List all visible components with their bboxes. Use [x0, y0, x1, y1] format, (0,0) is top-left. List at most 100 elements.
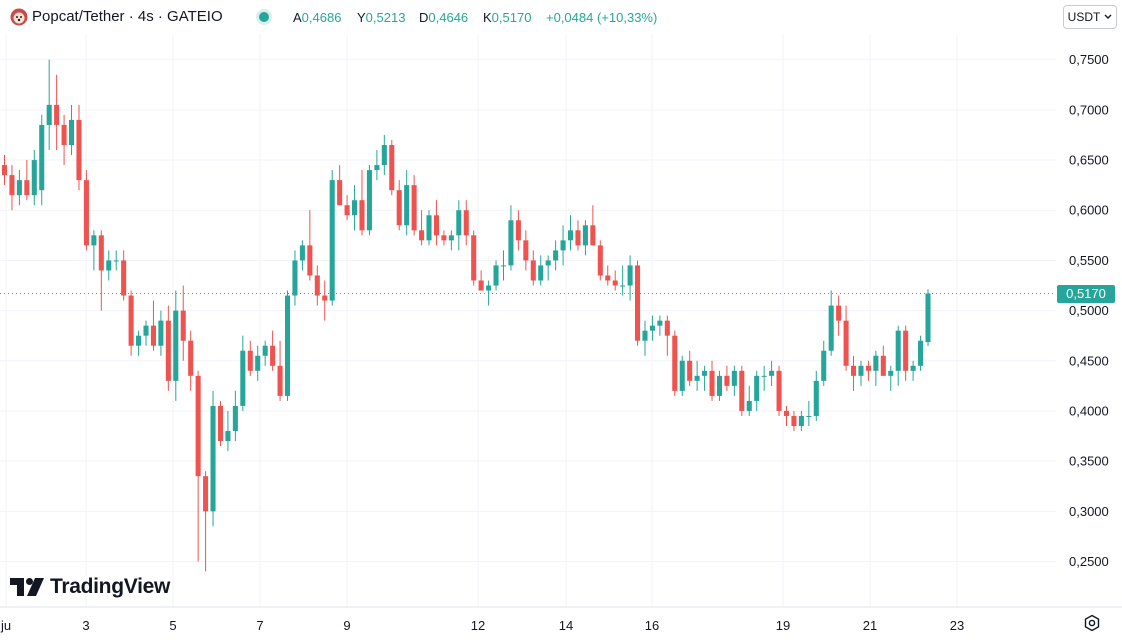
popcat-icon[interactable] [10, 8, 28, 26]
candle [150, 300, 156, 351]
ohlc-open-label: A [293, 10, 302, 25]
candle [314, 265, 320, 306]
candle [39, 114, 45, 206]
x-tick-label: 19 [776, 618, 790, 633]
candle-body [754, 375, 760, 401]
candle [500, 250, 507, 281]
candle-body [553, 250, 559, 261]
x-tick-label: 23 [950, 618, 964, 633]
candle-body [1, 165, 8, 176]
candle [493, 260, 499, 291]
y-tick-label: 0,5500 [1069, 253, 1109, 268]
candle-body [426, 215, 432, 241]
candle [68, 104, 75, 156]
candle-body [381, 145, 387, 166]
candle-body [277, 365, 283, 396]
candle-body [255, 355, 261, 371]
candle [910, 360, 916, 381]
market-status-dot[interactable] [259, 12, 269, 22]
candle-body [903, 330, 909, 371]
candle-body [731, 370, 737, 386]
x-tick-label: 12 [471, 618, 485, 633]
candle-body [486, 285, 492, 291]
ohlc-high-label: Y [357, 10, 366, 25]
candle [523, 230, 529, 271]
tradingview-logo[interactable]: TradingView [10, 574, 170, 600]
y-tick-label: 0,4500 [1069, 353, 1109, 368]
ohlc-close: K0,5170 [483, 10, 531, 25]
candle-body [821, 350, 827, 381]
candle-body [508, 220, 514, 266]
candle-body [538, 265, 544, 281]
candle [821, 340, 827, 386]
candle-body [307, 245, 313, 276]
candle-body [143, 325, 149, 336]
candle-body [389, 145, 395, 191]
candle-body [76, 119, 82, 181]
currency-selector[interactable]: USDT [1063, 5, 1117, 29]
candle [404, 170, 410, 236]
candle-body [500, 265, 507, 267]
candle [188, 330, 194, 391]
candle-body [828, 305, 834, 351]
candle-body [441, 235, 447, 241]
candle [210, 390, 216, 527]
x-tick-label: 14 [559, 618, 573, 633]
candle [448, 230, 454, 251]
candle [627, 255, 633, 301]
candle-body [270, 345, 276, 366]
candle [433, 200, 439, 246]
candle-body [880, 355, 886, 376]
symbol-title[interactable]: Popcat/Tether · 4s · GATEIO [32, 8, 223, 25]
candle-body [337, 180, 343, 206]
candle-body [158, 320, 164, 346]
y-tick-label: 0,4000 [1069, 403, 1109, 418]
ohlc-open: A0,4686 [293, 10, 341, 25]
candle [888, 365, 894, 391]
candle [858, 360, 864, 386]
x-tick-label: 21 [863, 618, 877, 633]
candle [389, 139, 395, 196]
candle [560, 225, 566, 266]
candle [463, 200, 469, 246]
candle-body [314, 275, 320, 296]
candle-body [530, 260, 536, 281]
candle-body [716, 375, 722, 396]
y-tick-label: 0,2500 [1069, 554, 1109, 569]
tradingview-logo-icon [10, 578, 44, 596]
candle [31, 150, 37, 206]
y-tick-label: 0,6000 [1069, 203, 1109, 218]
y-tick-label: 0,7000 [1069, 102, 1109, 117]
x-tick-label: 16 [645, 618, 659, 633]
candle-body [702, 370, 708, 376]
candle-body [910, 365, 916, 371]
candle [798, 410, 804, 432]
candle [284, 290, 291, 401]
candle [635, 260, 641, 346]
candle-body [68, 119, 75, 146]
candle [255, 345, 261, 381]
candle-series [1, 59, 931, 572]
candle [76, 104, 82, 191]
ohlc-low-value: 0,4646 [428, 10, 469, 25]
candle-body [709, 370, 715, 396]
candle-body [225, 431, 231, 442]
candle [478, 270, 484, 291]
candle [918, 335, 924, 371]
candle [91, 230, 97, 271]
candle [828, 290, 834, 356]
candle-body [128, 295, 134, 346]
candle [903, 325, 909, 381]
candle-body [54, 104, 60, 125]
candle-body [456, 210, 462, 236]
candle [165, 305, 171, 391]
candle-body [232, 405, 238, 432]
gear-icon[interactable] [1083, 614, 1101, 632]
candle-body [806, 415, 812, 417]
candle [396, 180, 402, 231]
candle [203, 471, 209, 572]
candle-body [627, 265, 633, 286]
candle [582, 220, 588, 256]
candle-body [91, 235, 97, 246]
